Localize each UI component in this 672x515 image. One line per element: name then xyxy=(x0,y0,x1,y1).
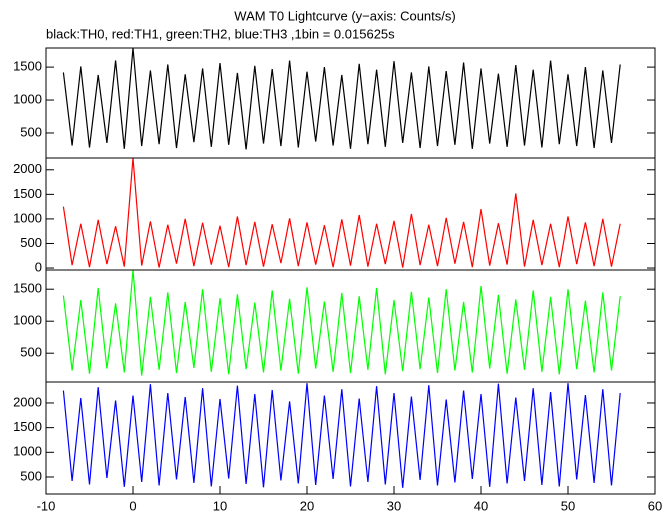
lightcurve xyxy=(62,270,621,376)
y-tick-label: 2000 xyxy=(13,394,42,409)
chart-title: WAM T0 Lightcurve (y−axis: Counts/s) xyxy=(234,8,455,23)
x-tick-label: 50 xyxy=(561,498,575,513)
lightcurve xyxy=(62,383,621,488)
x-tick-label: 0 xyxy=(129,498,136,513)
y-tick-label: 500 xyxy=(20,468,42,483)
y-tick-label: 1500 xyxy=(13,59,42,74)
y-tick-label: 1000 xyxy=(13,444,42,459)
lightcurve xyxy=(62,158,621,268)
y-tick-label: 1000 xyxy=(13,313,42,328)
y-tick-label: 1000 xyxy=(13,91,42,106)
y-tick-label: 500 xyxy=(20,345,42,360)
y-tick-label: 1500 xyxy=(13,281,42,296)
y-tick-label: 0 xyxy=(35,259,42,274)
x-tick-label: 30 xyxy=(387,498,401,513)
y-tick-label: 500 xyxy=(20,235,42,250)
x-tick-label: 40 xyxy=(474,498,488,513)
chart-subtitle: black:TH0, red:TH1, green:TH2, blue:TH3 … xyxy=(46,26,395,41)
y-tick-label: 2000 xyxy=(13,161,42,176)
y-tick-label: 1000 xyxy=(13,210,42,225)
y-tick-label: 1500 xyxy=(13,419,42,434)
panel-frame xyxy=(45,381,656,495)
y-tick-label: 500 xyxy=(20,124,42,139)
x-tick-label: 60 xyxy=(648,498,662,513)
x-tick-label: 20 xyxy=(300,498,314,513)
lightcurve xyxy=(62,48,621,150)
x-tick-label: 10 xyxy=(213,498,227,513)
x-tick-label: -10 xyxy=(37,498,56,513)
y-tick-label: 1500 xyxy=(13,186,42,201)
